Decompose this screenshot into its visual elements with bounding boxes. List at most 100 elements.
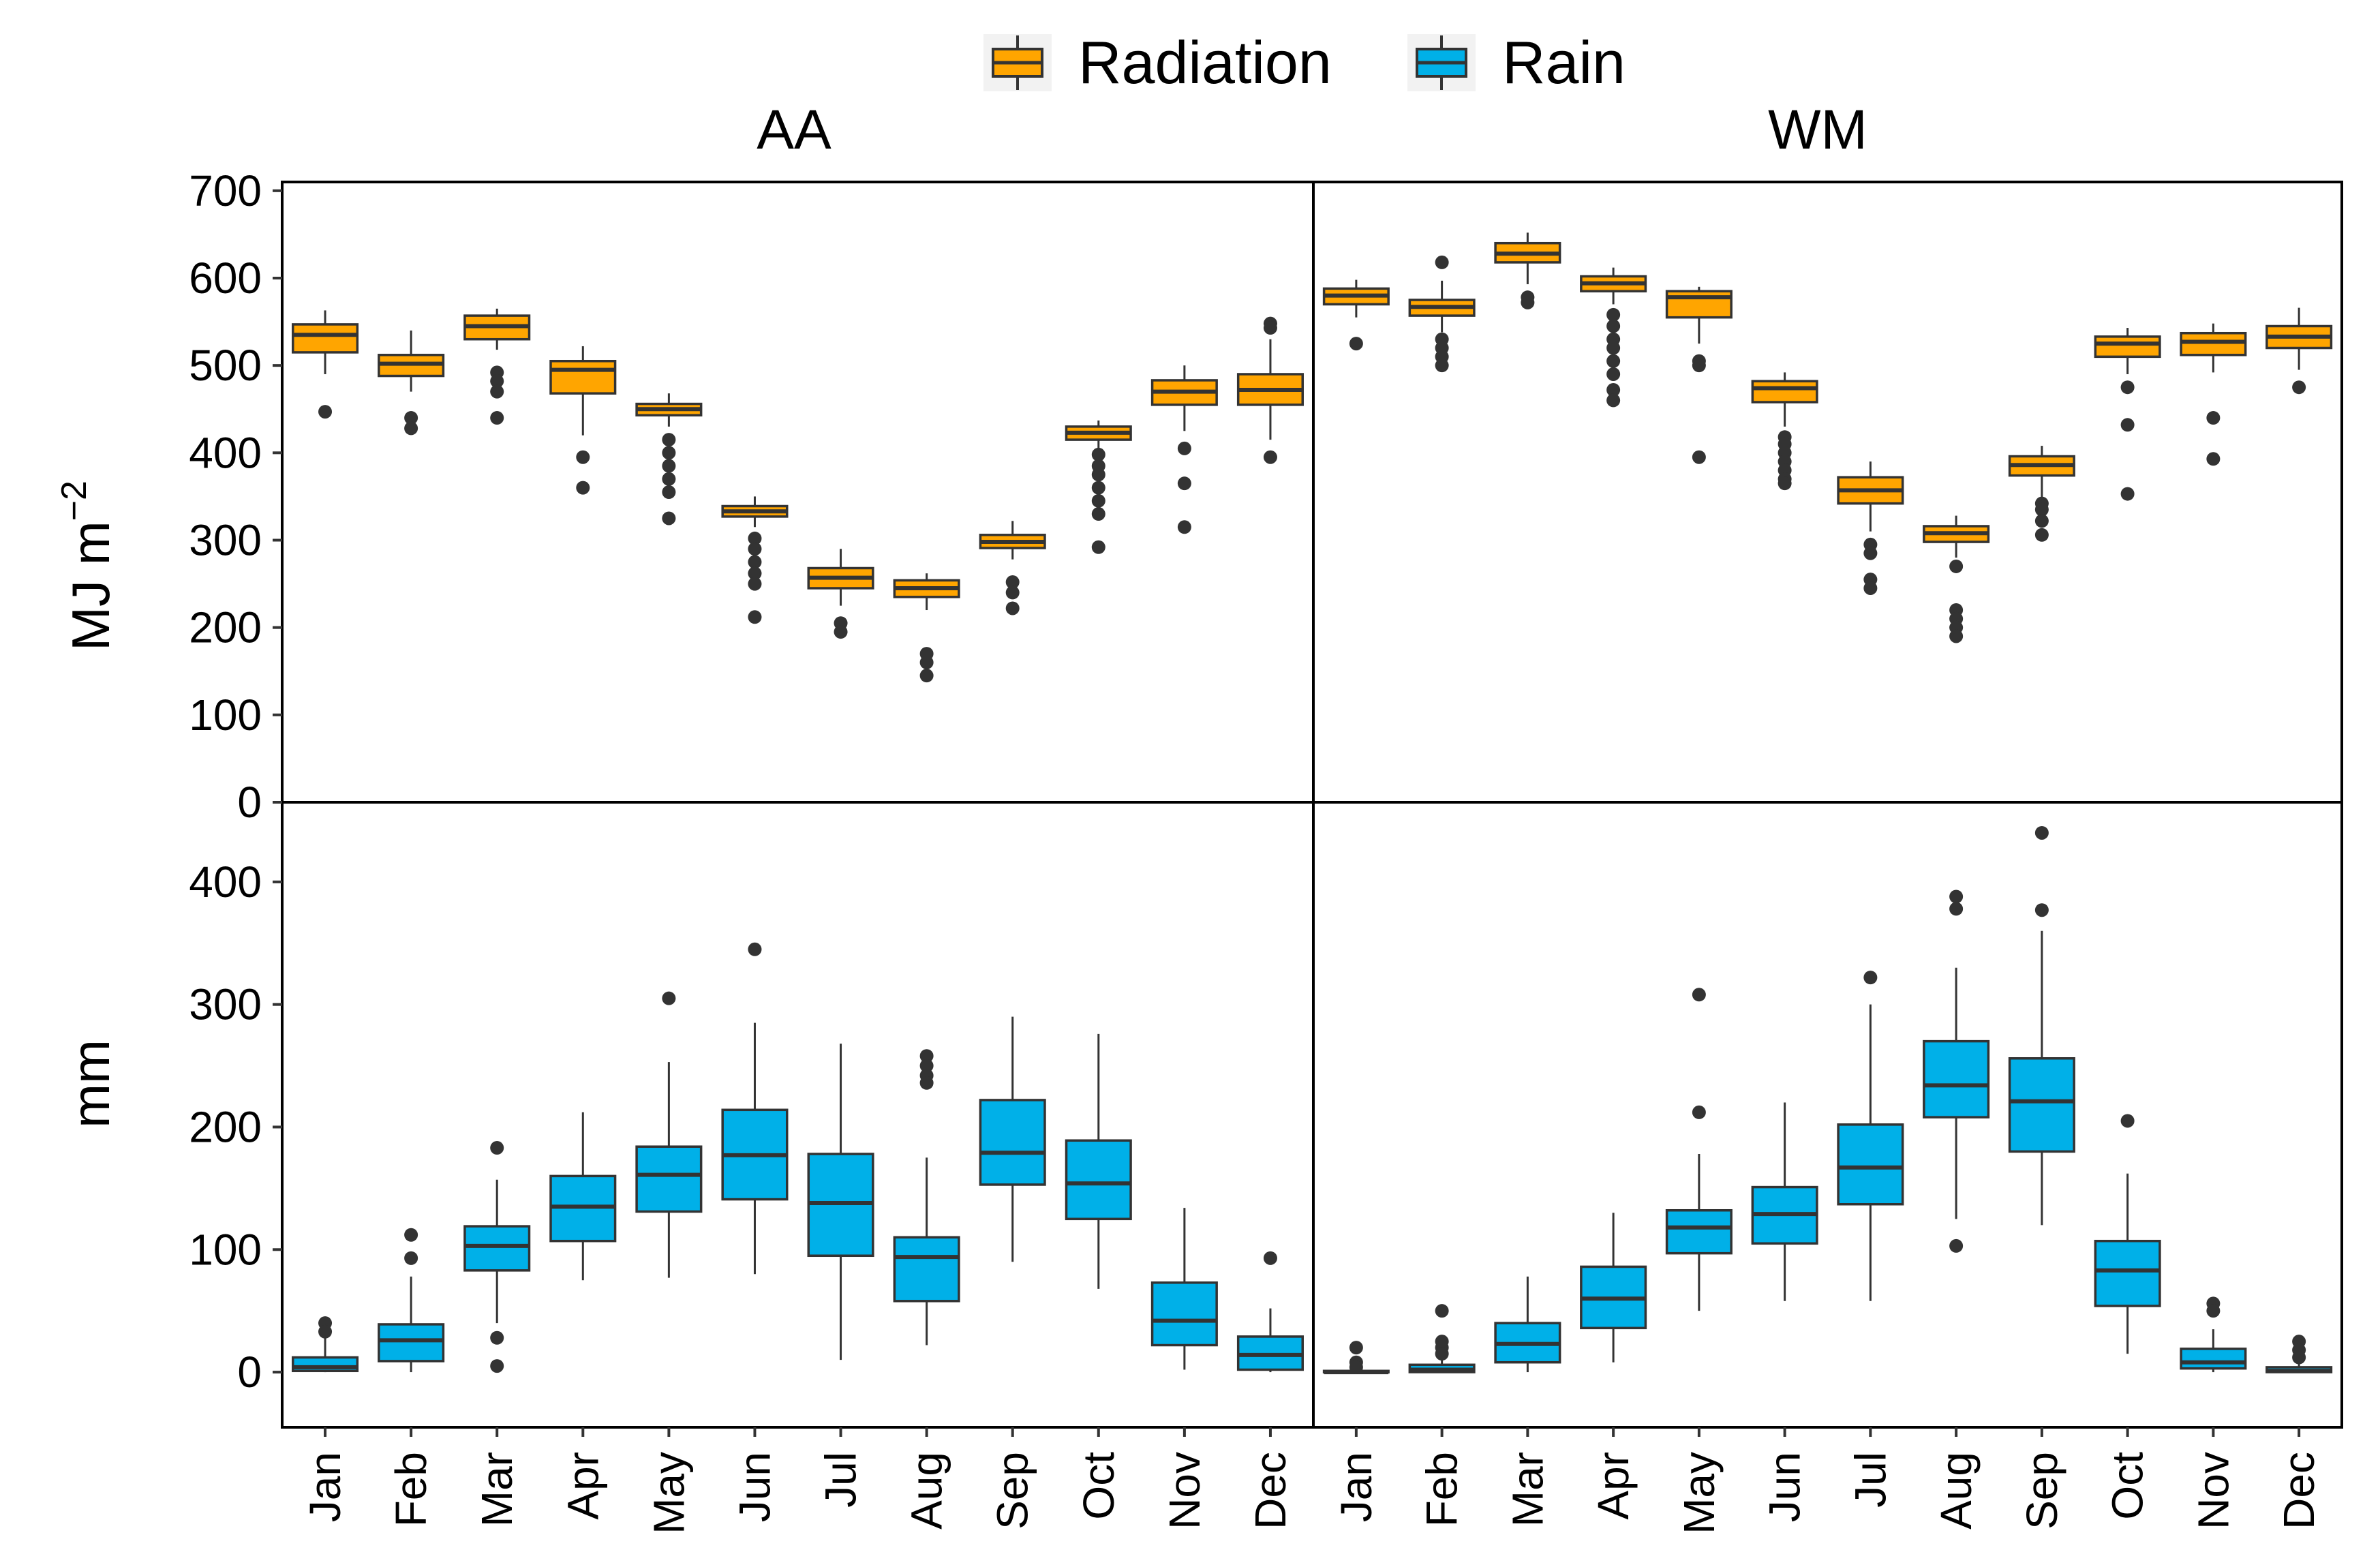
x-axis: Jan Feb Mar Apr May Jun Jul Aug Sep Oct Nov Dec Jan F… <box>301 1427 2323 1534</box>
outlier-point <box>1091 507 1105 521</box>
y-tick-label-radiation-600: 600 <box>189 254 262 303</box>
outlier-point <box>2206 452 2221 466</box>
box-iqr <box>1665 1208 1733 1255</box>
y-axis-title-radiation-main: MJ m <box>61 521 121 651</box>
outlier-point <box>1863 546 1878 560</box>
box-iqr <box>1923 1039 1990 1119</box>
radiation-box-wm-jan <box>1322 279 1390 351</box>
rain-box-aa-jun <box>721 942 789 1275</box>
rain-box-wm-feb <box>1408 1304 1476 1373</box>
legend-label-rain: Rain <box>1502 29 1626 96</box>
outlier-point <box>919 1049 934 1063</box>
outlier-point <box>1863 581 1878 595</box>
rain-wm-boxes <box>1322 825 2333 1375</box>
y-tick-label-rain-0: 0 <box>237 1348 262 1397</box>
outlier-point <box>576 450 590 464</box>
y-axis-radiation: 0 100 200 300 400 500 600 700 <box>189 166 282 827</box>
x-tick-label-aa-apr: Apr <box>558 1452 607 1520</box>
outlier-point <box>748 531 762 545</box>
outlier-point <box>318 405 333 419</box>
box-iqr <box>979 1099 1046 1186</box>
outlier-point <box>2034 903 2049 917</box>
rain-box-wm-aug <box>1923 889 1990 1253</box>
radiation-box-wm-mar <box>1494 232 1561 309</box>
x-tick-label-aa-mar: Mar <box>472 1452 521 1527</box>
box-iqr <box>1150 1281 1218 1347</box>
box-iqr <box>549 359 617 395</box>
outlier-point <box>1005 575 1020 590</box>
box-iqr <box>635 1145 703 1213</box>
outlier-point <box>1778 476 1792 491</box>
outlier-point <box>2206 411 2221 425</box>
facet-title-aa: AA <box>757 99 832 161</box>
outlier-point <box>404 1228 418 1242</box>
x-tick-label-aa-jan: Jan <box>301 1452 350 1522</box>
outlier-point <box>1005 585 1020 600</box>
radiation-box-wm-jun <box>1751 372 1818 491</box>
x-tick-label-aa-aug: Aug <box>902 1452 951 1530</box>
y-tick-label-radiation-300: 300 <box>189 515 262 564</box>
outlier-point <box>662 511 676 526</box>
x-tick-label-aa-dec: Dec <box>1246 1452 1295 1530</box>
y-tick-label-radiation-0: 0 <box>237 778 262 827</box>
rain-box-aa-nov <box>1150 1208 1218 1370</box>
x-tick-label-aa-jul: Jul <box>817 1452 866 1508</box>
x-tick-label-aa-may: May <box>644 1452 693 1534</box>
rain-box-wm-jul <box>1837 971 1904 1301</box>
radiation-box-aa-jun <box>721 496 789 624</box>
rain-box-wm-jun <box>1751 1102 1818 1301</box>
rain-aa-boxes <box>292 942 1304 1373</box>
box-iqr <box>1751 380 1818 404</box>
outlier-point <box>1606 341 1621 355</box>
outlier-point <box>1091 493 1105 508</box>
outlier-point <box>1606 319 1621 333</box>
rain-box-aa-oct <box>1065 1033 1132 1289</box>
radiation-box-aa-feb <box>378 330 445 436</box>
y-tick-label-rain-200: 200 <box>189 1102 262 1151</box>
radiation-box-aa-dec <box>1236 316 1304 464</box>
radiation-box-wm-may <box>1665 286 1733 464</box>
rain-box-aa-jan <box>292 1316 359 1373</box>
outlier-point <box>1435 1347 1449 1361</box>
x-tick-label-wm-feb: Feb <box>1418 1452 1467 1527</box>
radiation-box-aa-jul <box>807 549 874 639</box>
outlier-point <box>2120 1114 2135 1128</box>
outlier-point <box>1606 393 1621 408</box>
outlier-point <box>748 577 762 591</box>
x-tick-label-wm-nov: Nov <box>2188 1452 2238 1530</box>
x-tick-label-aa-oct: Oct <box>1074 1452 1123 1520</box>
outlier-point <box>404 421 418 436</box>
outlier-point <box>919 655 934 669</box>
panel-border-radiation-wm <box>1312 181 2343 804</box>
outlier-point <box>1177 520 1191 534</box>
outlier-point <box>404 411 418 425</box>
box-iqr <box>1665 290 1733 319</box>
x-tick-label-aa-nov: Nov <box>1160 1452 1209 1530</box>
rain-box-aa-sep <box>979 1016 1046 1262</box>
y-tick-label-rain-300: 300 <box>189 980 262 1029</box>
outlier-point <box>1091 481 1105 495</box>
outlier-point <box>2034 528 2049 542</box>
outlier-point <box>1949 889 1964 904</box>
y-axis-title-radiation-superscript: −2 <box>55 481 94 521</box>
x-tick-label-wm-may: May <box>1675 1452 1724 1534</box>
outlier-point <box>404 1251 418 1265</box>
rain-box-aa-jul <box>807 1044 874 1360</box>
radiation-box-wm-jul <box>1837 461 1904 595</box>
legend-label-radiation: Radiation <box>1078 29 1332 96</box>
outlier-point <box>1692 450 1706 464</box>
radiation-box-aa-sep <box>979 521 1046 615</box>
outlier-point <box>1949 902 1964 916</box>
radiation-box-wm-sep <box>2008 446 2075 542</box>
outlier-point <box>919 1059 934 1073</box>
outlier-point <box>834 625 848 639</box>
rain-box-aa-feb <box>378 1228 445 1373</box>
outlier-point <box>2120 380 2135 395</box>
outlier-point <box>1606 383 1621 397</box>
box-iqr <box>893 1236 960 1303</box>
rain-box-aa-may <box>635 991 703 1278</box>
y-tick-label-radiation-500: 500 <box>189 341 262 390</box>
box-iqr <box>292 323 359 354</box>
outlier-point <box>2120 487 2135 501</box>
